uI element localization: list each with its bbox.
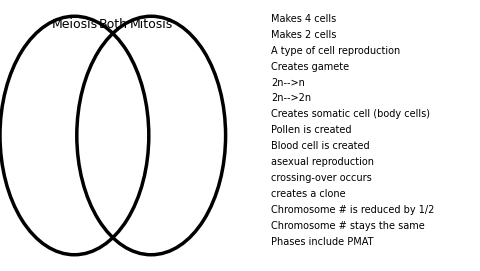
Text: Blood cell is created: Blood cell is created [271,141,370,151]
Text: Makes 4 cells: Makes 4 cells [271,14,336,24]
Text: 2n-->n: 2n-->n [271,78,305,88]
Text: Creates somatic cell (body cells): Creates somatic cell (body cells) [271,109,430,120]
Text: Chromosome # is reduced by 1/2: Chromosome # is reduced by 1/2 [271,205,434,215]
Text: asexual reproduction: asexual reproduction [271,157,374,167]
Text: Pollen is created: Pollen is created [271,125,352,136]
Text: A type of cell reproduction: A type of cell reproduction [271,46,400,56]
Text: Makes 2 cells: Makes 2 cells [271,30,336,40]
Text: Phases include PMAT: Phases include PMAT [271,237,374,247]
Text: 2n-->2n: 2n-->2n [271,93,312,104]
Text: Meiosis: Meiosis [51,18,97,31]
Text: creates a clone: creates a clone [271,189,346,199]
Text: Chromosome # stays the same: Chromosome # stays the same [271,221,425,231]
Text: crossing-over occurs: crossing-over occurs [271,173,372,183]
Text: Creates gamete: Creates gamete [271,62,349,72]
Text: Mitosis: Mitosis [130,18,173,31]
Text: Both: Both [98,18,127,31]
